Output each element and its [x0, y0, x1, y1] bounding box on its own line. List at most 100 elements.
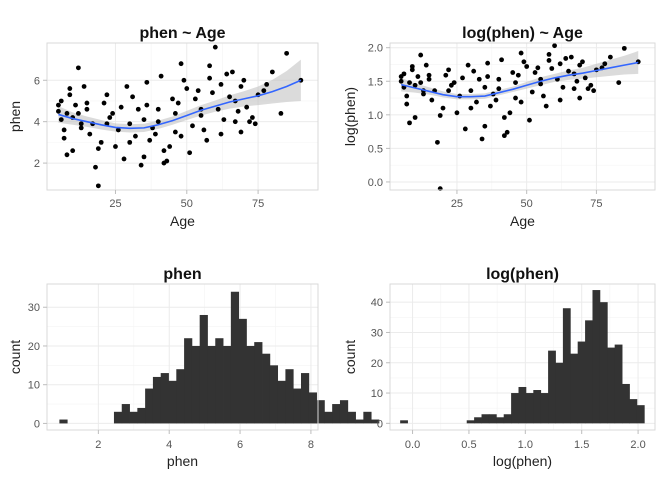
- data-point: [184, 86, 190, 91]
- data-point: [557, 97, 563, 103]
- data-point: [426, 72, 432, 78]
- data-point: [78, 125, 84, 131]
- histogram-bar: [300, 373, 310, 424]
- data-point: [84, 100, 90, 106]
- data-point: [493, 97, 499, 103]
- y-tick-label: 20: [371, 358, 383, 370]
- y-tick-label: 2.0: [368, 43, 383, 55]
- data-point: [178, 133, 184, 139]
- data-point: [468, 105, 474, 111]
- data-point: [127, 121, 133, 127]
- panel-2: 25 50 75 0.0 0.5 1.0 1.5 2.0 log(phen) ~ Age Age l…: [342, 25, 656, 229]
- histogram-bar: [474, 417, 482, 424]
- y-tick-label: 0.5: [368, 143, 383, 155]
- data-point: [75, 110, 81, 116]
- data-point: [178, 61, 184, 67]
- data-point: [471, 68, 477, 74]
- y-axis-label: count: [342, 340, 358, 374]
- data-point: [187, 150, 193, 156]
- data-point: [507, 110, 513, 116]
- data-point: [201, 127, 207, 133]
- y-axis-label: count: [7, 340, 23, 374]
- panel-title: log(phen) ~ Age: [462, 25, 583, 42]
- histogram-bar: [363, 411, 372, 424]
- y-axis-label: log(phen): [342, 87, 358, 146]
- data-point: [412, 115, 418, 120]
- data-point: [398, 74, 404, 79]
- histogram-bar: [347, 411, 356, 424]
- data-point: [58, 117, 64, 123]
- data-point: [198, 113, 204, 118]
- data-point: [101, 100, 107, 106]
- y-tick-label: 2: [34, 158, 40, 170]
- data-point: [474, 99, 479, 105]
- data-point: [56, 102, 61, 108]
- y-tick-label: 1.5: [368, 76, 383, 88]
- data-point: [232, 119, 238, 125]
- data-point: [141, 154, 147, 160]
- data-point: [543, 103, 549, 109]
- data-point: [532, 70, 538, 75]
- panel-title: log(phen): [486, 266, 559, 283]
- data-point: [501, 115, 507, 120]
- histogram-bar: [215, 338, 224, 424]
- data-point: [409, 64, 415, 69]
- data-point: [247, 119, 252, 125]
- data-point: [195, 88, 201, 94]
- data-point: [170, 96, 175, 102]
- data-point: [190, 123, 195, 129]
- data-point: [221, 117, 227, 123]
- histogram-bar: [339, 400, 349, 424]
- data-point: [418, 52, 424, 58]
- data-point: [566, 68, 571, 74]
- histogram-bar: [199, 314, 208, 424]
- histogram-bar: [533, 390, 542, 424]
- x-tick-label: 6: [237, 439, 243, 451]
- data-point: [127, 139, 133, 145]
- data-point: [95, 146, 101, 151]
- data-point: [235, 108, 241, 114]
- histogram-bar: [207, 345, 216, 424]
- histogram-bar: [316, 400, 325, 424]
- histogram-bar: [230, 291, 240, 424]
- data-point: [269, 69, 275, 75]
- data-point: [212, 44, 218, 50]
- data-point: [460, 75, 465, 81]
- data-point: [141, 117, 147, 123]
- y-tick-label: 6: [34, 75, 40, 87]
- data-point: [585, 86, 591, 92]
- histogram-bar: [525, 393, 534, 424]
- data-point: [172, 110, 178, 116]
- y-tick-label: 1.0: [368, 110, 383, 122]
- data-point: [518, 50, 524, 56]
- data-point: [582, 75, 588, 81]
- histogram-bar: [160, 373, 169, 424]
- data-point: [398, 78, 404, 84]
- data-point: [81, 84, 87, 89]
- histogram-bar: [332, 404, 341, 424]
- data-point: [568, 54, 574, 60]
- data-point: [404, 101, 410, 107]
- data-point: [70, 148, 76, 154]
- histogram-bar: [223, 345, 232, 424]
- smooth-line: [58, 79, 302, 130]
- data-point: [446, 67, 451, 73]
- data-point: [204, 137, 210, 143]
- histogram-bar: [191, 345, 201, 424]
- data-point: [563, 56, 569, 61]
- data-point: [524, 64, 530, 69]
- data-point: [496, 86, 502, 92]
- data-point: [591, 88, 597, 94]
- data-point: [61, 135, 67, 141]
- data-point: [95, 183, 101, 189]
- panel-border: [389, 283, 656, 431]
- x-tick-label: 2: [95, 439, 101, 451]
- data-point: [429, 97, 435, 103]
- data-point: [426, 76, 432, 82]
- x-tick-label: 75: [252, 198, 264, 210]
- y-tick-label: 40: [371, 297, 383, 309]
- x-tick-label: 25: [109, 198, 121, 210]
- data-point: [107, 115, 113, 120]
- x-tick-label: 4: [166, 439, 172, 451]
